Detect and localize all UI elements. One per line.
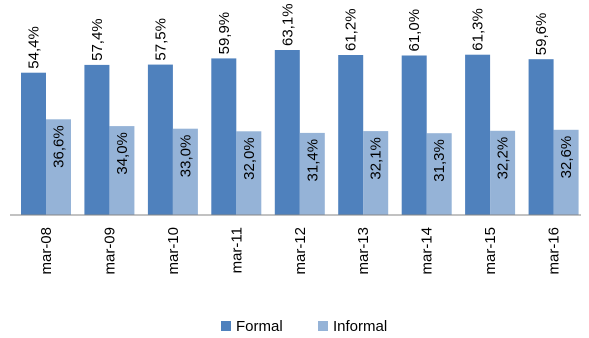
bar-informal-mar-16: [553, 129, 579, 215]
tick-label-mar-16: mar-16: [546, 227, 563, 275]
tick-label-mar-11: mar-11: [228, 227, 245, 273]
value-labels-layer: 54,4% 36,6% 57,4% 34,0% 57,5% 33,0% 59,9% 32,0%…: [26, 3, 576, 181]
bar-informal-mar-14: [426, 133, 452, 215]
value-label-informal-mar-15: 32,2%: [495, 137, 512, 180]
bar-informal-mar-13: [363, 131, 389, 215]
tick-label-mar-12: mar-12: [292, 227, 309, 275]
tick-label-mar-13: mar-13: [355, 227, 372, 275]
legend-label-formal: Formal: [236, 318, 283, 335]
value-label-informal-mar-11: 32,0%: [241, 137, 258, 180]
value-label-informal-mar-09: 34,0%: [114, 132, 131, 175]
tick-label-mar-09: mar-09: [101, 227, 118, 275]
bar-informal-mar-12: [299, 132, 325, 215]
bar-formal-mar-12: [274, 50, 300, 215]
value-label-formal-mar-16: 59,6%: [533, 13, 550, 56]
bar-formal-mar-09: [84, 64, 110, 216]
value-label-informal-mar-12: 31,4%: [304, 139, 321, 182]
bar-formal-mar-15: [465, 54, 491, 216]
bar-formal-mar-11: [211, 58, 237, 216]
tick-label-mar-14: mar-14: [419, 227, 436, 275]
value-label-informal-mar-14: 31,3%: [431, 139, 448, 182]
value-label-informal-mar-08: 36,6%: [51, 125, 68, 168]
legend: Formal Informal: [221, 318, 387, 335]
legend-swatch-formal: [221, 321, 231, 331]
value-label-formal-mar-12: 63,1%: [279, 3, 296, 46]
bar-formal-mar-10: [147, 64, 173, 215]
bar-formal-mar-14: [401, 55, 427, 215]
legend-swatch-informal: [318, 321, 328, 331]
value-label-informal-mar-10: 33,0%: [177, 135, 194, 178]
value-label-informal-mar-13: 32,1%: [368, 137, 385, 180]
value-label-formal-mar-09: 57,4%: [89, 18, 106, 61]
value-label-formal-mar-10: 57,5%: [152, 18, 169, 61]
bar-formal-mar-08: [21, 72, 46, 215]
tick-label-mar-08: mar-08: [38, 227, 55, 275]
value-label-formal-mar-11: 59,9%: [216, 12, 233, 55]
value-label-formal-mar-08: 54,4%: [26, 26, 43, 69]
bar-informal-mar-10: [172, 128, 198, 215]
value-label-formal-mar-15: 61,3%: [470, 8, 487, 51]
bars-layer: [21, 50, 579, 216]
bar-informal-mar-11: [236, 131, 262, 215]
value-label-informal-mar-16: 32,6%: [558, 136, 575, 179]
tick-labels-layer: mar-08 mar-09 mar-10 mar-11 mar-12 mar-13 mar-…: [38, 227, 563, 275]
bar-informal-mar-09: [109, 126, 135, 215]
bar-informal-mar-08: [46, 119, 71, 215]
value-label-formal-mar-14: 61,0%: [406, 9, 423, 52]
value-label-formal-mar-13: 61,2%: [343, 8, 360, 51]
bar-formal-mar-13: [338, 55, 364, 215]
legend-label-informal: Informal: [333, 318, 387, 335]
bar-informal-mar-15: [490, 130, 516, 215]
bar-formal-mar-16: [528, 59, 554, 216]
tick-label-mar-15: mar-15: [482, 227, 499, 275]
tick-label-mar-10: mar-10: [165, 227, 182, 275]
